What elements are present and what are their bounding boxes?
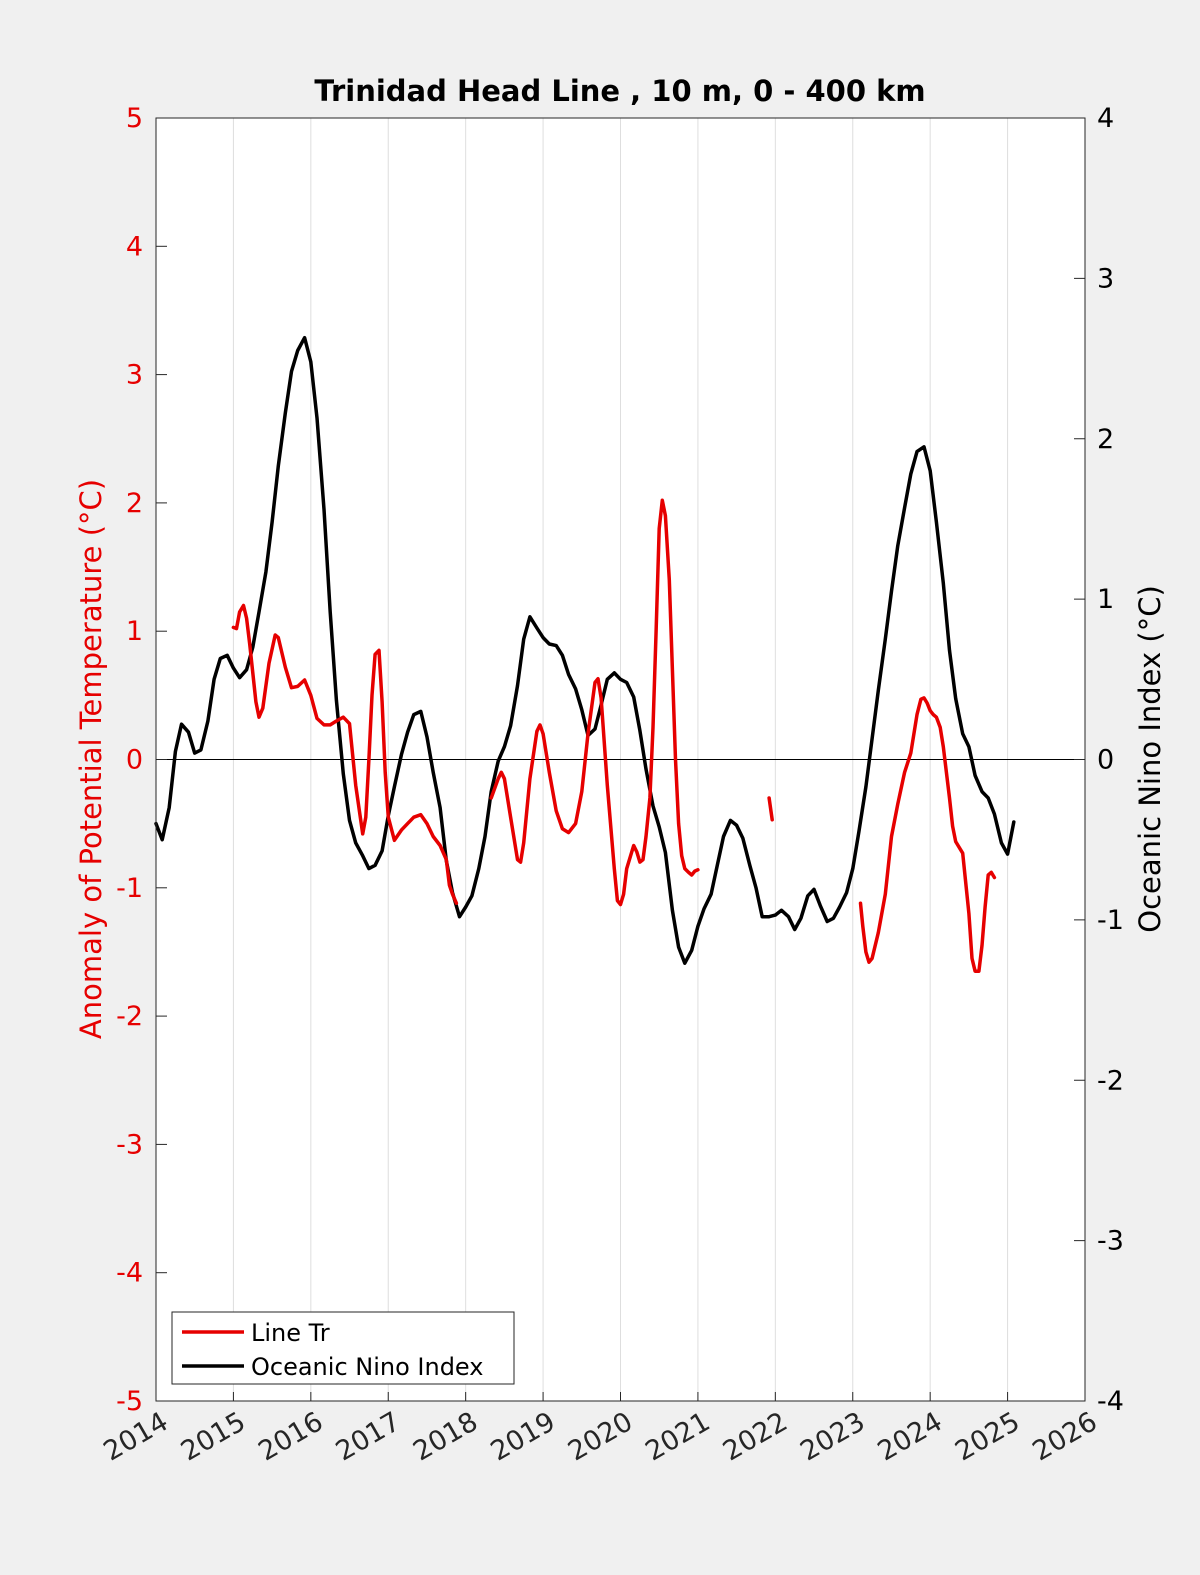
y-left-tick-label: 4 xyxy=(126,231,143,262)
legend-box xyxy=(171,1311,515,1385)
x-axis: 2014 2015 2016 2017 2018 2019 2020 2021 2022 2023… xyxy=(98,1392,1103,1467)
series-line-line-tr xyxy=(489,498,700,907)
y-right-tick-label: 3 xyxy=(1097,263,1114,294)
x-tick-label: 2019 xyxy=(486,1406,561,1467)
x-tick-label: 2018 xyxy=(408,1406,483,1467)
x-tick-label: 2021 xyxy=(640,1406,715,1467)
y-right-tick-label: -2 xyxy=(1097,1065,1124,1096)
series-line-line-tr xyxy=(231,603,459,905)
y-right-tick-label: -3 xyxy=(1097,1226,1124,1257)
y-right-tick-label: 2 xyxy=(1097,424,1114,455)
legend-label-oni: Oceanic Nino Index xyxy=(251,1353,483,1381)
legend-label-line-tr: Line Tr xyxy=(251,1319,330,1347)
x-tick-label: 2026 xyxy=(1027,1406,1102,1467)
y-left-tick-label: 1 xyxy=(126,616,143,647)
y-left-tick-label: -1 xyxy=(116,873,143,904)
y-left-tick-label: 3 xyxy=(126,360,143,391)
y-left-tick-label: 0 xyxy=(126,745,143,776)
y-axis-right: 4 3 2 1 0 -1 -2 -3 -4 xyxy=(1074,103,1124,1417)
y-axis-left-label: Anomaly of Potential Temperature (°C) xyxy=(74,479,108,1039)
x-tick-label: 2016 xyxy=(253,1406,328,1467)
x-tick-label: 2023 xyxy=(795,1406,870,1467)
y-right-tick-label: -4 xyxy=(1097,1386,1124,1417)
y-left-tick-label: -4 xyxy=(116,1258,143,1289)
x-tick-label: 2025 xyxy=(950,1406,1025,1467)
y-right-tick-label: 1 xyxy=(1097,584,1114,615)
series-layer xyxy=(154,335,1016,973)
x-tick-label: 2020 xyxy=(563,1406,638,1467)
y-axis-right-label: Oceanic Nino Index (°C) xyxy=(1133,585,1167,933)
y-left-tick-label: -5 xyxy=(116,1386,143,1417)
x-tick-label: 2015 xyxy=(176,1406,251,1467)
y-right-tick-label: -1 xyxy=(1097,905,1124,936)
y-left-tick-label: -3 xyxy=(116,1129,143,1160)
legend: Line Tr Oceanic Nino Index xyxy=(171,1311,515,1385)
y-left-tick-label: 2 xyxy=(126,488,143,519)
series-line-line-tr xyxy=(858,696,997,973)
y-right-tick-label: 4 xyxy=(1097,103,1114,134)
x-tick-label: 2024 xyxy=(873,1406,948,1467)
y-axis-left: 5 4 3 2 1 0 -1 -2 -3 -4 -5 xyxy=(116,103,167,1417)
x-tick-label: 2017 xyxy=(331,1406,406,1467)
chart-title: Trinidad Head Line , 10 m, 0 - 400 km xyxy=(314,74,925,108)
y-right-tick-label: 0 xyxy=(1097,745,1114,776)
series-line-oceanic-nino-index xyxy=(154,335,1016,965)
series-line-line-tr xyxy=(767,796,774,822)
y-left-tick-label: 5 xyxy=(126,103,143,134)
y-left-tick-label: -2 xyxy=(116,1001,143,1032)
x-tick-label: 2022 xyxy=(718,1406,793,1467)
